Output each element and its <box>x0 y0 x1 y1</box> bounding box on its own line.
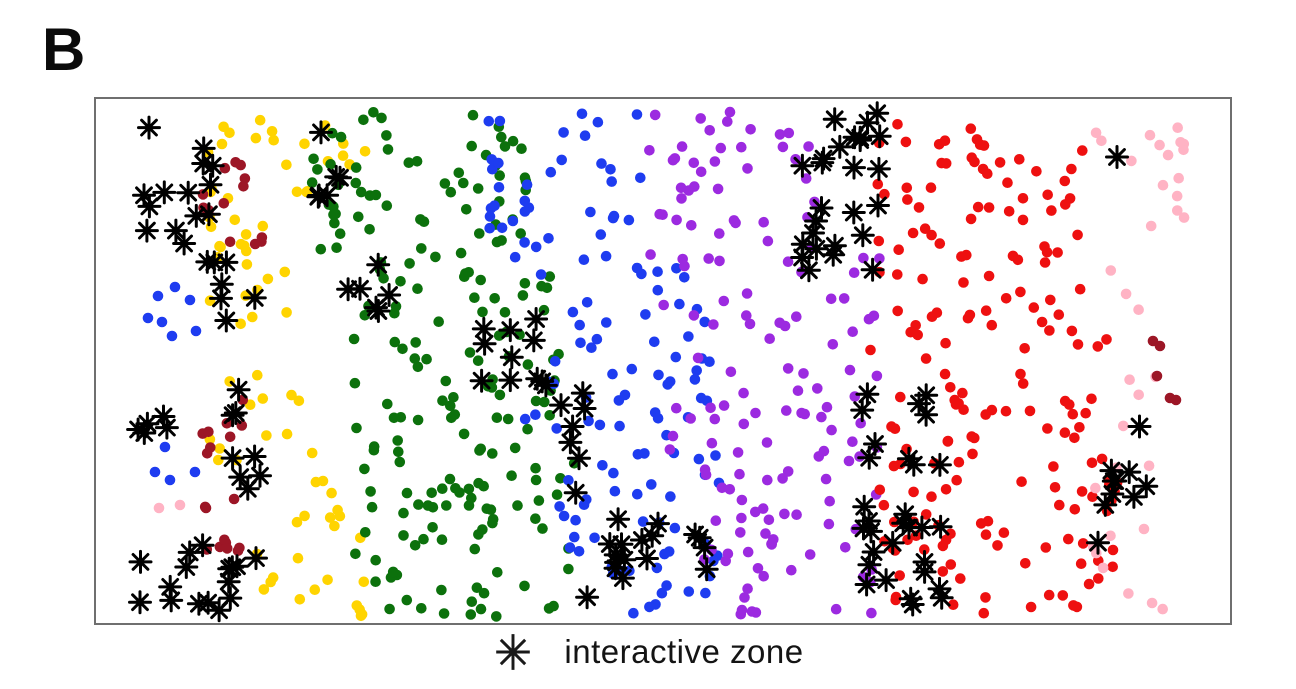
plot-frame <box>94 97 1232 625</box>
asterisk-icon <box>496 634 531 670</box>
legend-label: interactive zone <box>564 633 804 670</box>
panel-label: B <box>42 16 86 83</box>
legend: interactive zone <box>0 629 1296 675</box>
